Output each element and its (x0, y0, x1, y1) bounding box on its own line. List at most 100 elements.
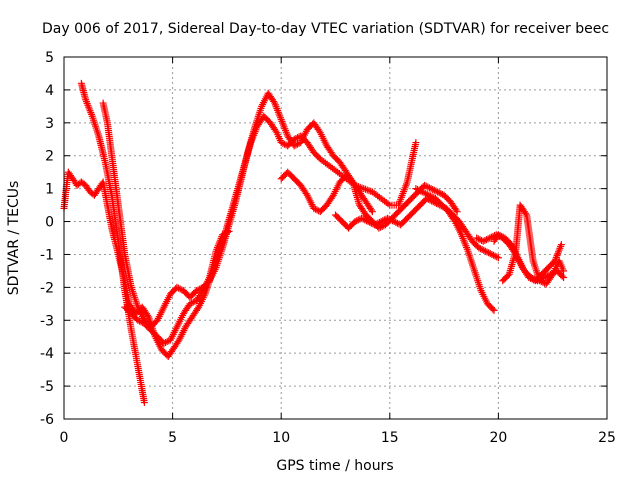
data-point (420, 189, 428, 197)
data-point (427, 185, 435, 193)
data-point (293, 140, 301, 148)
data-point (489, 232, 497, 240)
data-point (511, 249, 519, 257)
series-track-5 (277, 168, 461, 232)
data-point (292, 141, 300, 149)
data-point (176, 285, 184, 293)
data-point (560, 267, 568, 275)
series-track-10 (473, 231, 565, 285)
data-point (225, 227, 233, 235)
data-point (364, 218, 372, 226)
data-point (542, 273, 550, 281)
x-tick-label: 25 (598, 430, 616, 446)
data-point (558, 272, 566, 280)
data-point (423, 190, 431, 198)
data-point (494, 232, 502, 240)
data-point (476, 236, 484, 244)
axis-ticks: 0 5 10 15 20 25 -6 -5 -4 -3 -2 -1 0 1 2 3 4 5 (40, 50, 616, 446)
data-point (421, 181, 429, 189)
data-point (473, 234, 481, 242)
data-point (417, 187, 425, 195)
data-point (377, 218, 385, 226)
y-tick-label: -2 (40, 280, 54, 296)
data-point (453, 208, 461, 216)
data-point (374, 219, 382, 227)
data-point (489, 305, 497, 313)
data-point (389, 217, 397, 225)
y-axis-label: SDTVAR / TECUs (6, 181, 22, 296)
series-track-7 (412, 185, 498, 314)
data-point (526, 274, 534, 282)
data-point (162, 338, 170, 346)
data-point (194, 286, 202, 294)
data-point (375, 218, 383, 226)
data-point (522, 209, 530, 217)
data-point (537, 278, 545, 286)
data-point (452, 206, 460, 214)
data-point (418, 188, 426, 196)
data-point (487, 233, 495, 241)
data-point (371, 221, 379, 229)
data-point (482, 236, 490, 244)
data-point (387, 216, 395, 224)
data-point (279, 139, 287, 147)
data-points (60, 79, 568, 407)
data-point (424, 183, 432, 191)
data-point (144, 311, 152, 319)
data-point (163, 338, 171, 346)
data-point (486, 234, 494, 242)
data-point (495, 232, 503, 240)
y-tick-label: -6 (40, 412, 54, 428)
data-point (492, 231, 500, 239)
data-point (483, 248, 491, 256)
data-point (481, 236, 489, 244)
data-point (560, 273, 568, 281)
data-point (392, 218, 400, 226)
x-tick-label: 15 (381, 430, 399, 446)
data-point (134, 316, 142, 324)
grid (64, 57, 607, 419)
y-tick-label: -3 (40, 313, 54, 329)
data-point (427, 192, 435, 200)
y-tick-label: -4 (40, 346, 54, 362)
data-point (310, 204, 318, 212)
data-point (484, 235, 492, 243)
data-point (557, 241, 565, 249)
data-point (413, 185, 421, 193)
data-point (353, 217, 361, 225)
data-point (481, 247, 489, 255)
data-point (368, 208, 376, 216)
data-point (189, 298, 197, 306)
data-point (140, 399, 148, 407)
data-point (290, 142, 298, 150)
data-point (491, 252, 499, 260)
data-point (198, 288, 206, 296)
chart-title: Day 006 of 2017, Sidereal Day-to-day VTE… (42, 21, 609, 37)
y-tick-label: -5 (40, 379, 54, 395)
data-point (302, 190, 310, 198)
data-point (430, 186, 438, 194)
data-point (380, 216, 388, 224)
data-point (367, 219, 375, 227)
data-point (272, 127, 280, 135)
data-point (450, 216, 458, 224)
data-point (361, 216, 369, 224)
data-point (277, 139, 285, 147)
data-point (425, 184, 433, 192)
data-point (194, 305, 202, 313)
data-point (219, 231, 227, 239)
data-point (367, 206, 375, 214)
data-point (223, 228, 231, 236)
data-point (220, 230, 228, 238)
data-point (479, 237, 487, 245)
data-point (429, 185, 437, 193)
data-point (488, 250, 496, 258)
data-point (328, 193, 336, 201)
data-point (425, 191, 433, 199)
data-point (222, 229, 230, 237)
data-point (486, 250, 494, 258)
y-tick-label: 4 (45, 83, 54, 99)
data-point (192, 287, 200, 295)
data-point (412, 139, 420, 147)
data-point (362, 217, 370, 225)
